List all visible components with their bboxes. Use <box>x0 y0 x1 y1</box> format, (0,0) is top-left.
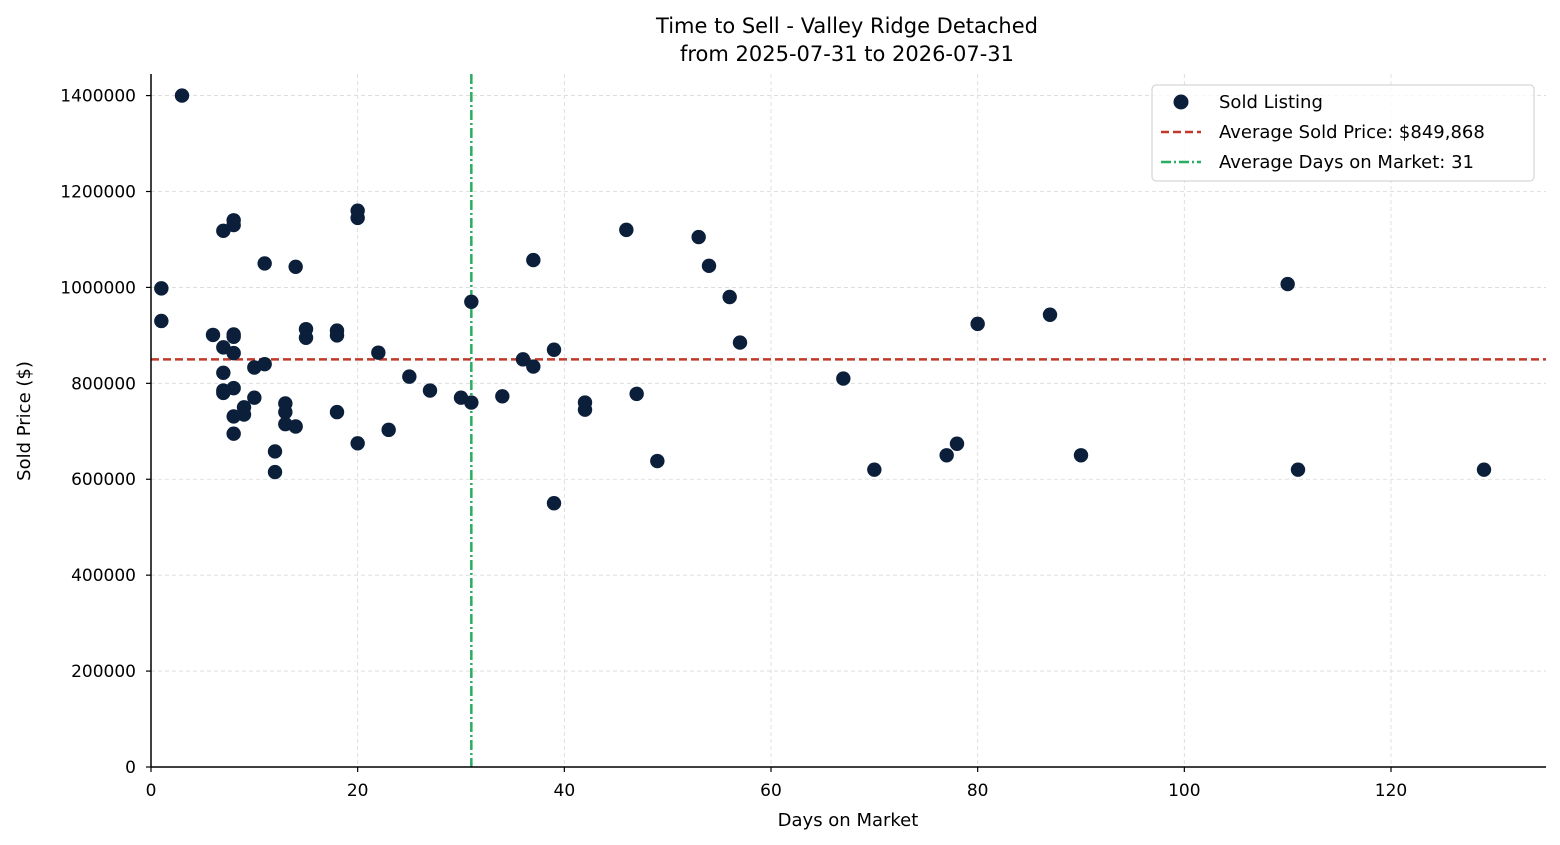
data-point <box>216 365 231 380</box>
y-tick-label: 600000 <box>71 470 136 490</box>
data-point <box>1280 276 1295 292</box>
data-point <box>226 345 241 361</box>
data-point <box>546 496 562 511</box>
y-tick-label: 1400000 <box>60 87 136 107</box>
data-point <box>350 436 365 451</box>
reference-lines <box>151 74 1546 767</box>
data-point <box>691 229 706 245</box>
data-point <box>226 426 241 441</box>
data-point <box>1290 462 1306 477</box>
data-point <box>1042 307 1058 322</box>
data-point <box>350 210 365 226</box>
y-tick-label: 1000000 <box>60 278 136 298</box>
data-point <box>836 371 851 386</box>
data-points <box>154 88 1492 511</box>
legend-label-avg-price: Average Sold Price: $849,868 <box>1219 122 1485 143</box>
data-point <box>732 335 748 350</box>
axes <box>146 74 1546 772</box>
data-point <box>464 294 479 310</box>
data-point <box>722 289 737 305</box>
data-point <box>526 252 541 268</box>
data-point <box>1073 448 1089 463</box>
data-point <box>939 448 954 463</box>
data-point <box>288 419 303 434</box>
data-point <box>495 389 510 404</box>
data-point <box>236 407 252 422</box>
x-tick-label: 0 <box>146 781 157 801</box>
chart-title: Time to Sell - Valley Ridge Detached <box>655 14 1038 38</box>
data-point <box>650 453 665 469</box>
y-tick-label: 0 <box>125 758 136 778</box>
data-point <box>381 422 396 438</box>
data-point <box>629 386 644 402</box>
data-point <box>1476 462 1492 477</box>
data-point <box>949 436 965 451</box>
legend-marker-sold <box>1173 94 1189 110</box>
data-point <box>701 258 717 274</box>
data-point <box>546 342 562 357</box>
data-point <box>226 329 241 345</box>
x-tick-label: 100 <box>1168 781 1200 801</box>
legend-label-sold: Sold Listing <box>1219 92 1323 113</box>
data-point <box>205 327 221 343</box>
x-tick-label: 120 <box>1375 781 1407 801</box>
x-tick-label: 20 <box>347 781 369 801</box>
data-point <box>371 345 386 360</box>
data-point <box>329 404 345 420</box>
data-point <box>154 313 169 329</box>
data-point <box>970 316 985 332</box>
data-point <box>154 281 169 296</box>
data-point <box>402 369 417 384</box>
data-point <box>174 88 190 103</box>
x-tick-label: 60 <box>760 781 782 801</box>
data-point <box>257 356 272 372</box>
data-point <box>278 404 293 420</box>
x-axis-label: Days on Market <box>778 810 919 831</box>
data-point <box>464 395 479 410</box>
chart-subtitle: from 2025-07-31 to 2026-07-31 <box>680 42 1014 66</box>
legend: Sold Listing Average Sold Price: $849,86… <box>1151 84 1535 182</box>
data-point <box>267 444 283 459</box>
x-tick-label: 40 <box>554 781 576 801</box>
y-tick-label: 800000 <box>71 374 136 394</box>
data-point <box>257 256 272 271</box>
data-point <box>329 328 345 343</box>
data-point <box>298 330 314 345</box>
data-point <box>515 352 531 367</box>
data-point <box>226 217 241 233</box>
x-tick-label: 80 <box>967 781 989 801</box>
data-point <box>867 462 882 477</box>
data-point <box>247 390 262 405</box>
grid-lines <box>150 74 1546 768</box>
data-point <box>267 464 283 480</box>
tick-labels: 0 20 40 60 80 100 120 0 200000 400000 600000 800000… <box>60 87 1407 801</box>
y-axis-label: Sold Price ($) <box>14 361 35 481</box>
data-point <box>226 380 241 396</box>
data-point <box>577 402 593 417</box>
data-point <box>619 222 634 238</box>
data-point <box>288 259 303 274</box>
data-point <box>526 359 541 374</box>
legend-label-avg-days: Average Days on Market: 31 <box>1219 152 1474 173</box>
data-point <box>422 383 438 398</box>
y-tick-label: 1200000 <box>60 182 136 202</box>
legend-box <box>1151 84 1535 182</box>
y-tick-label: 400000 <box>71 566 136 586</box>
y-tick-label: 200000 <box>71 662 136 682</box>
